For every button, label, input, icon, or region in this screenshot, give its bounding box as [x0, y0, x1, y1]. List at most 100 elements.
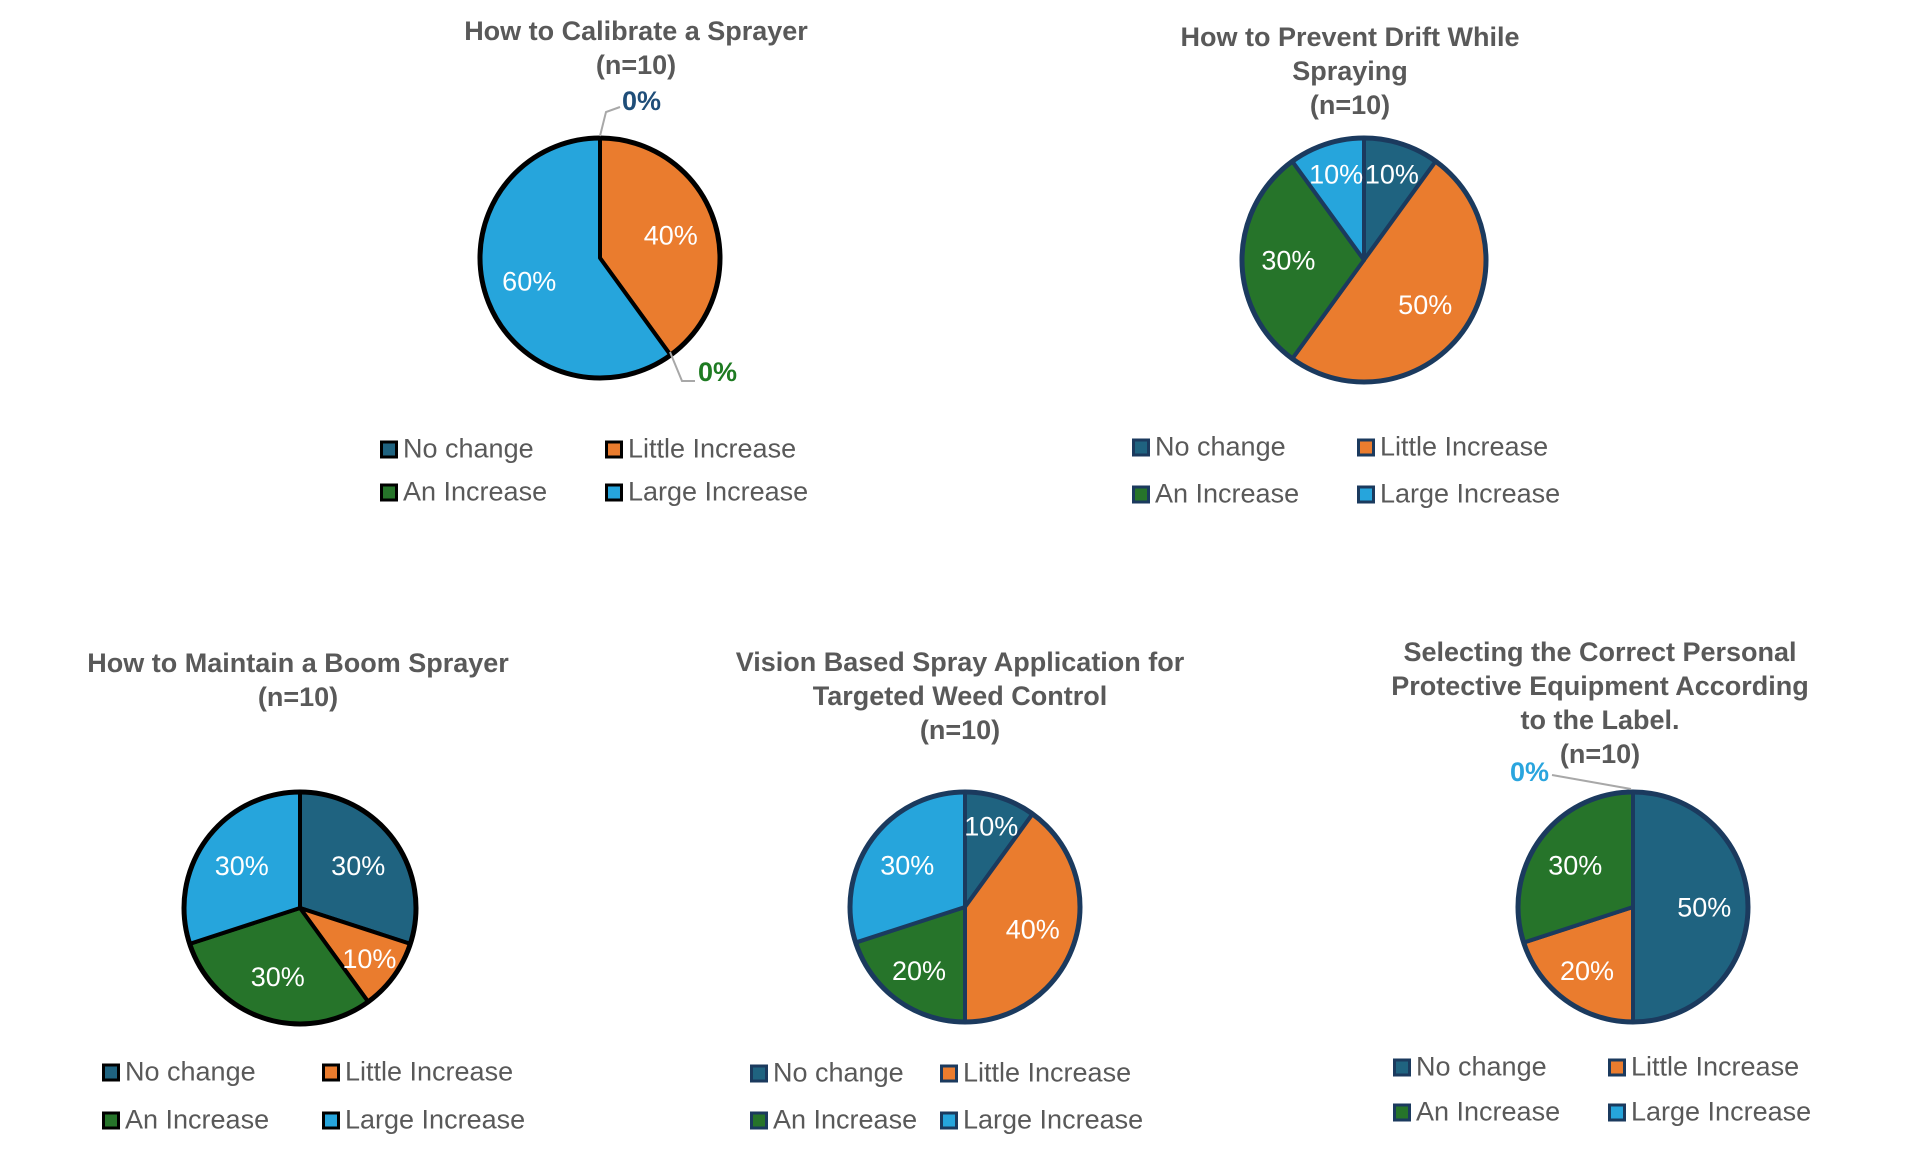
legend-swatch-large-increase [940, 1111, 958, 1129]
chart-title-n-label: (n=10) [1559, 739, 1641, 769]
legend-swatch-no-change [1132, 438, 1150, 456]
pie-outline [847, 789, 1083, 1025]
legend-item-large-increase: Large Increase [322, 1105, 525, 1136]
legend-swatch-an-increase [750, 1111, 768, 1129]
slice-percent-label: 30% [880, 851, 934, 881]
zero-callout-an-increase: 0% [698, 357, 738, 387]
legend-swatch-little-increase [322, 1063, 340, 1081]
chart-title-line: Targeted Weed Control [812, 681, 1108, 711]
pie-chart: 10% 50% 30% 10% [1239, 135, 1489, 385]
slice-percent-label: 20% [892, 956, 946, 986]
legend-label: An Increase [403, 476, 548, 507]
legend-swatch-no-change [1393, 1058, 1411, 1076]
zero-callout-large-increase: 0% [1510, 757, 1550, 787]
legend-swatch-little-increase [605, 440, 623, 458]
legend-label: Little Increase [628, 433, 797, 464]
callout-leader-line [1551, 774, 1632, 790]
callout-leader-line [669, 351, 695, 382]
slice-percent-label: 30% [251, 962, 305, 992]
legend-item-no-change: No change [102, 1057, 256, 1088]
legend-label: No change [125, 1056, 256, 1087]
pie-outline [1515, 789, 1751, 1025]
legend-label: An Increase [1155, 478, 1300, 509]
legend-label: No change [773, 1057, 904, 1088]
legend-label: Little Increase [963, 1057, 1132, 1088]
slice-percent-label: 60% [502, 267, 556, 297]
chart-title-n-label: (n=10) [919, 715, 1001, 745]
legend-swatch-an-increase [1393, 1103, 1411, 1121]
pie-outline [477, 135, 723, 381]
legend-swatch-an-increase [380, 483, 398, 501]
legend-item-large-increase: Large Increase [940, 1105, 1143, 1136]
slice-percent-label: 30% [331, 851, 385, 881]
legend-item-large-increase: Large Increase [1357, 479, 1560, 510]
legend-swatch-an-increase [1132, 485, 1150, 503]
pie-outline [181, 789, 419, 1027]
pie-chart: 40% 60% [477, 106, 723, 382]
legend-item-an-increase: An Increase [102, 1105, 269, 1136]
legend-label: An Increase [773, 1104, 918, 1135]
chart-title-line: Selecting the Correct Personal [1403, 637, 1797, 667]
legend-item-an-increase: An Increase [1393, 1097, 1560, 1128]
slice-percent-label: 10% [342, 944, 396, 974]
callout-leader-line [599, 106, 621, 137]
slice-percent-label: 30% [215, 851, 269, 881]
legend-label: No change [403, 433, 534, 464]
legend-item-little-increase: Little Increase [1608, 1052, 1799, 1083]
legend-label: Large Increase [1631, 1096, 1812, 1127]
legend-swatch-large-increase [1608, 1103, 1626, 1121]
legend-item-little-increase: Little Increase [605, 434, 796, 465]
legend-item-little-increase: Little Increase [1357, 432, 1548, 463]
legend-label: An Increase [125, 1104, 270, 1135]
legend-swatch-no-change [102, 1063, 120, 1081]
chart-title-n-label: (n=10) [595, 50, 677, 80]
legend-label: Large Increase [628, 476, 809, 507]
slice-percent-label: 30% [1261, 246, 1315, 276]
chart-title-n-label: (n=10) [1309, 90, 1391, 120]
chart-title-n-label: (n=10) [257, 682, 339, 712]
legend-label: Little Increase [345, 1056, 514, 1087]
slice-percent-label: 10% [1309, 160, 1363, 190]
pie-chart: 30% 10% 30% 30% [181, 789, 419, 1027]
legend-item-no-change: No change [1132, 432, 1286, 463]
chart-title: How to Prevent Drift While Spraying (n=1… [1030, 20, 1670, 122]
chart-title: Selecting the Correct Personal Protectiv… [1280, 635, 1920, 771]
legend-swatch-no-change [380, 440, 398, 458]
legend-swatch-large-increase [322, 1111, 340, 1129]
chart-title-line: Protective Equipment According [1391, 671, 1809, 701]
legend-swatch-little-increase [1608, 1058, 1626, 1076]
legend-item-an-increase: An Increase [1132, 479, 1299, 510]
legend-label: An Increase [1416, 1096, 1561, 1127]
legend-label: Large Increase [963, 1104, 1144, 1135]
slice-percent-label: 20% [1560, 956, 1614, 986]
legend-item-large-increase: Large Increase [1608, 1097, 1811, 1128]
slice-percent-label: 50% [1398, 290, 1452, 320]
chart-title-line: How to Calibrate a Sprayer [464, 16, 808, 46]
slice-percent-label: 40% [644, 221, 698, 251]
pie-chart: 10% 40% 20% 30% [847, 789, 1083, 1025]
legend-swatch-little-increase [1357, 438, 1375, 456]
slice-percent-label: 10% [964, 812, 1018, 842]
legend-item-no-change: No change [750, 1058, 904, 1089]
chart-title-line: to the Label. [1520, 705, 1680, 735]
legend-item-little-increase: Little Increase [322, 1057, 513, 1088]
legend-label: Large Increase [345, 1104, 526, 1135]
legend-swatch-large-increase [605, 483, 623, 501]
legend-item-little-increase: Little Increase [940, 1058, 1131, 1089]
pie-outline [1239, 135, 1489, 385]
legend-label: Little Increase [1631, 1051, 1800, 1082]
legend-item-an-increase: An Increase [380, 477, 547, 508]
chart-title: How to Maintain a Boom Sprayer (n=10) [0, 646, 618, 714]
slice-percent-label: 10% [1365, 160, 1419, 190]
slice-percent-label: 50% [1677, 893, 1731, 923]
legend-item-an-increase: An Increase [750, 1105, 917, 1136]
chart-title-line: How to Maintain a Boom Sprayer [87, 648, 509, 678]
legend-label: Little Increase [1380, 431, 1549, 462]
legend-swatch-no-change [750, 1064, 768, 1082]
chart-title-line: How to Prevent Drift While [1180, 22, 1520, 52]
chart-title-line: Vision Based Spray Application for [735, 647, 1185, 677]
legend-label: No change [1416, 1051, 1547, 1082]
slice-percent-label: 30% [1548, 851, 1602, 881]
slice-percent-label: 40% [1006, 915, 1060, 945]
